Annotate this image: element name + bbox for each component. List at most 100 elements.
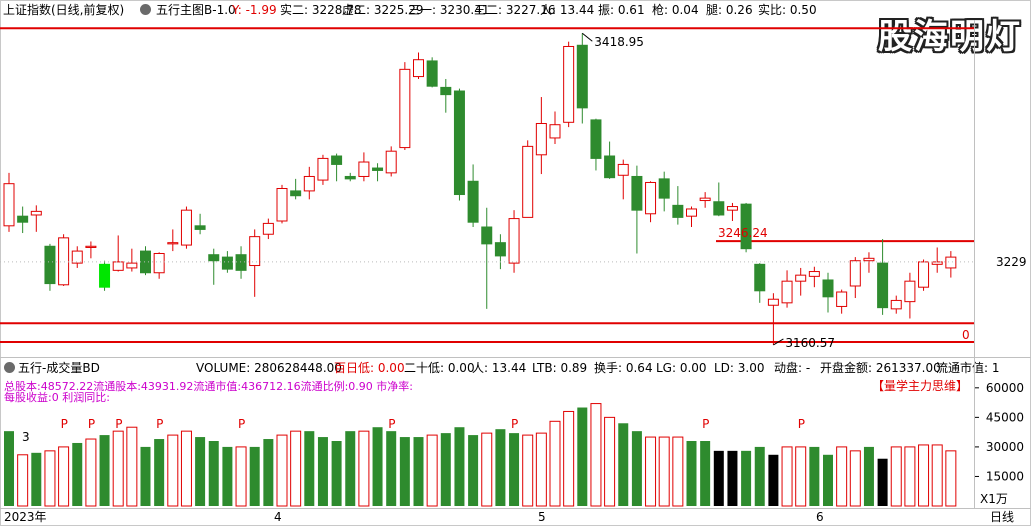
volume-stat-item: 动盘: - — [774, 361, 811, 375]
candle-body — [426, 60, 438, 87]
p-marker: P — [88, 417, 95, 431]
volume-bar — [31, 452, 42, 506]
candle-body — [126, 262, 138, 269]
candle-body — [262, 222, 274, 235]
candle-body — [836, 291, 848, 307]
candle-body — [208, 254, 220, 262]
stat-item: 虚二: 3225.29 — [342, 3, 424, 17]
candle-body — [99, 263, 111, 288]
low-pointer — [773, 338, 784, 346]
volume-bar — [331, 441, 342, 506]
candle-body — [672, 204, 684, 218]
p-marker: P — [511, 417, 518, 431]
volume-bar — [563, 410, 575, 507]
volume-bar — [180, 430, 192, 507]
high-label: 3418.95 — [594, 35, 644, 49]
volume-bar — [945, 450, 957, 507]
panel-divider[interactable] — [0, 357, 1031, 358]
volume-bar — [4, 431, 14, 506]
price-axis-divider — [974, 20, 975, 508]
candle-body — [235, 254, 247, 271]
candle-body — [713, 201, 725, 216]
volume-chart[interactable]: P P P P P P P P P 3 总股本:48572.22流通股本:43931.92流通市值:… — [0, 358, 1031, 508]
price-info-bar: 上证指数(日线,前复权) 五行主图B-1.0 Y: -1.99 实二: 3228.… — [0, 0, 1031, 20]
stat-item: 实比: 0.50 — [758, 3, 817, 17]
candle-body — [658, 178, 670, 199]
p-marker: P — [61, 417, 68, 431]
volume-bar — [509, 433, 520, 506]
candlestick-chart[interactable]: 3418.95 3160.57 3246.24 0 3229 — [0, 20, 1031, 357]
volume-tick-label: 60000 — [986, 381, 1024, 395]
volume-indicator-name[interactable]: 五行-成交量BD — [18, 361, 100, 375]
candle-body — [467, 180, 479, 223]
volume-bar — [440, 433, 451, 506]
candle-body — [71, 250, 83, 264]
period-button[interactable]: 日线 — [990, 510, 1015, 524]
candle-body — [590, 119, 602, 159]
date-axis: 2023年 4 5 6 日线 — [0, 508, 1031, 525]
stat-item: 三二: 3227.16 — [474, 3, 556, 17]
candle-body — [631, 175, 643, 211]
candle-body — [221, 256, 233, 270]
candle-body — [740, 203, 752, 250]
candle-body — [645, 181, 657, 215]
volume-bar — [931, 444, 943, 507]
candle-body — [440, 86, 452, 96]
stat-item: 枪: 0.04 — [652, 3, 699, 17]
volume-bar — [741, 450, 752, 506]
candle-body — [494, 242, 506, 257]
candle-body — [945, 256, 957, 269]
indicator-name[interactable]: 五行主图B-1.0 — [156, 3, 236, 17]
volume-bar — [426, 434, 438, 507]
volume-bar — [918, 444, 930, 507]
candle-body — [563, 45, 575, 123]
candle-body — [849, 260, 861, 287]
volume-bar — [235, 446, 247, 507]
volume-bar — [522, 434, 534, 507]
volume-stat-item: 百日低: 0.00 — [334, 361, 405, 375]
candle-body — [303, 175, 315, 192]
volume-bar — [768, 454, 779, 506]
volume-bar — [495, 429, 506, 506]
marker-three: 3 — [22, 430, 30, 444]
volume-bar — [263, 439, 274, 506]
candle-body — [918, 261, 930, 288]
volume-bar — [126, 426, 138, 507]
volume-bar — [577, 407, 588, 506]
volume-bar — [44, 450, 56, 507]
volume-stat-item: 换手: 0.64 — [594, 361, 653, 375]
volume-bar — [604, 416, 616, 507]
candle-body — [481, 226, 493, 245]
volume-bar — [754, 446, 765, 506]
volume-stat-item: 人: 13.44 — [472, 361, 527, 375]
date-label-year: 2023年 — [4, 510, 47, 524]
volume-bar — [686, 441, 697, 506]
volume-bar — [112, 430, 124, 507]
volume-tick-label: 45000 — [986, 410, 1024, 424]
candle-body — [822, 279, 834, 298]
symbol-title[interactable]: 上证指数(日线,前复权) — [3, 3, 125, 17]
volume-bar — [72, 442, 83, 506]
candle-body — [249, 236, 261, 267]
level-label: 3246.24 — [718, 226, 768, 240]
volume-bar — [372, 427, 383, 506]
stat-item: Y: -1.99 — [232, 3, 277, 17]
candle-body — [153, 252, 165, 274]
brand-tag: 【量学主力思维】 — [872, 378, 968, 393]
stat-item: 人: 13.44 — [540, 3, 595, 17]
candle-body — [576, 44, 588, 109]
volume-bar — [276, 434, 288, 507]
volume-bar — [645, 436, 657, 507]
volume-bar — [713, 450, 724, 506]
candle-body — [535, 123, 547, 156]
watermark-logo: 股海明灯 — [878, 17, 1022, 57]
volume-bar — [399, 437, 410, 506]
volume-stat-item: 二十低: 0.00 — [404, 361, 475, 375]
candle-body — [317, 157, 329, 181]
p-marker: P — [156, 417, 163, 431]
candle-body — [508, 218, 520, 264]
volume-bar — [454, 427, 465, 506]
candle-body — [877, 262, 889, 309]
candle-body — [795, 274, 807, 282]
volume-bar — [468, 435, 479, 506]
